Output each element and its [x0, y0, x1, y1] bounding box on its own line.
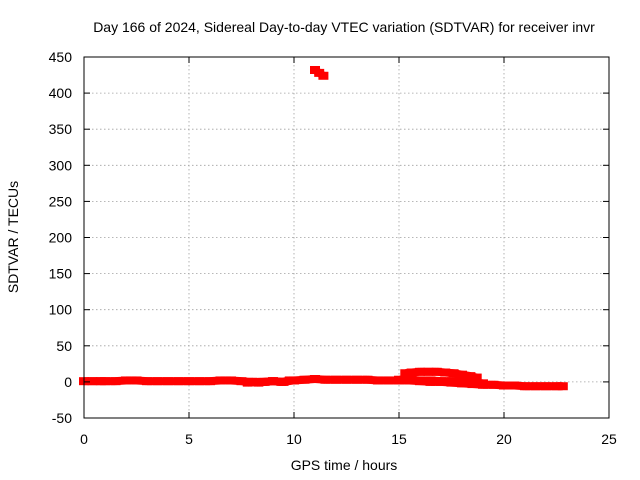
data-point	[471, 373, 482, 382]
chart-title: Day 166 of 2024, Sidereal Day-to-day VTE…	[93, 19, 595, 35]
data-point	[557, 382, 568, 391]
gridlines	[84, 57, 609, 418]
y-tick-label: 50	[56, 338, 72, 354]
x-tick-label: 0	[80, 431, 88, 447]
x-tick-label: 5	[185, 431, 193, 447]
y-axis-label: SDTVAR / TECUs	[5, 181, 21, 293]
x-axis-label: GPS time / hours	[291, 457, 398, 473]
y-tick-label: 0	[64, 374, 72, 390]
x-tick-label: 15	[391, 431, 407, 447]
y-tick-label: 400	[49, 85, 73, 101]
axis-ticks: 0 5 10 15 20 25 -50 0 50 100 150 200 250 300 350 400 450	[49, 49, 617, 447]
data-point	[284, 376, 295, 385]
data-point	[318, 71, 329, 80]
data-point	[478, 379, 488, 388]
y-tick-label: -50	[52, 410, 72, 426]
plot-frame	[83, 56, 610, 419]
x-tick-label: 10	[286, 431, 302, 447]
y-tick-label: 350	[49, 121, 73, 137]
y-tick-label: 100	[49, 302, 73, 318]
y-tick-label: 250	[49, 193, 73, 209]
x-tick-label: 25	[601, 431, 617, 447]
y-tick-label: 150	[49, 266, 73, 282]
y-tick-label: 300	[49, 157, 73, 173]
y-tick-label: 200	[49, 230, 73, 246]
data-points	[79, 65, 568, 391]
x-tick-label: 20	[496, 431, 512, 447]
y-tick-label: 450	[49, 49, 73, 65]
